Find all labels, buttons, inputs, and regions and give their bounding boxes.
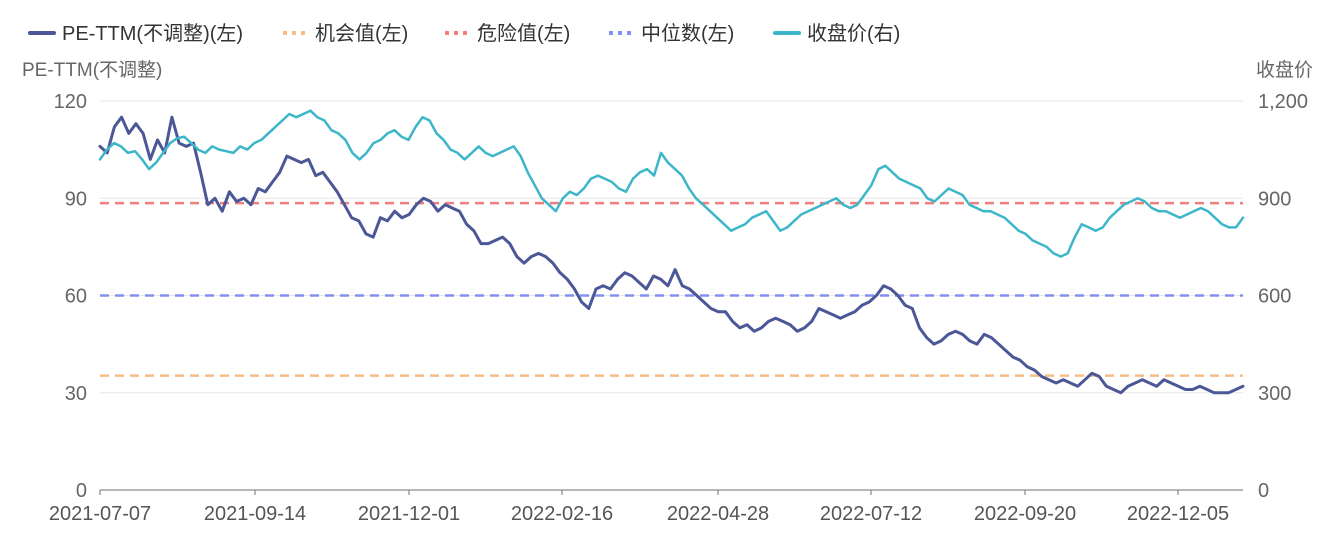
- legend-label: 中位数(左): [641, 22, 734, 45]
- legend-label: 机会值(左): [315, 22, 408, 45]
- x-tick-label: 2022-02-16: [511, 503, 613, 525]
- legend-item[interactable]: 收盘价(右): [773, 22, 900, 45]
- x-tick-label: 2021-12-01: [358, 503, 460, 525]
- y-right-tick-label: 600: [1258, 286, 1291, 308]
- x-tick-label: 2021-07-07: [49, 503, 151, 525]
- y-right-tick-label: 300: [1258, 383, 1291, 405]
- y-right-axis: 0 300 600 900 1,200: [1258, 91, 1308, 502]
- y-left-tick-label: 30: [65, 383, 87, 405]
- series-lines: [98, 109, 1245, 395]
- y-left-tick-label: 120: [54, 91, 87, 113]
- x-tick-label: 2022-12-05: [1127, 503, 1229, 525]
- y-left-axis: 0 30 60 90 120: [54, 91, 87, 502]
- x-tick-label: 2022-07-12: [820, 503, 922, 525]
- x-tick-label: 2022-09-20: [974, 503, 1076, 525]
- y-left-tick-label: 60: [65, 286, 87, 308]
- y-left-tick-label: 0: [76, 480, 87, 502]
- series-line: [98, 115, 1245, 395]
- legend-item[interactable]: PE-TTM(不调整)(左): [28, 22, 243, 45]
- y-right-tick-label: 900: [1258, 188, 1291, 210]
- y-right-axis-label: 收盘价: [1256, 59, 1313, 81]
- y-left-tick-label: 90: [65, 188, 87, 210]
- y-right-tick-label: 1,200: [1258, 91, 1308, 113]
- x-tick-label: 2021-09-14: [204, 503, 306, 525]
- series-line: [98, 109, 1245, 258]
- x-axis: 2021-07-07 2021-09-14 2021-12-01 2022-02-16…: [49, 490, 1229, 525]
- x-tick-label: 2022-04-28: [667, 503, 769, 525]
- legend-label: PE-TTM(不调整)(左): [62, 22, 243, 45]
- y-right-tick-label: 0: [1258, 480, 1269, 502]
- y-left-axis-label: PE-TTM(不调整): [22, 59, 162, 81]
- legend-item[interactable]: 危险值(左): [445, 22, 570, 45]
- legend-item[interactable]: 中位数(左): [609, 22, 734, 45]
- legend-item[interactable]: 机会值(左): [283, 22, 408, 45]
- legend-label: 危险值(左): [477, 22, 570, 45]
- reference-lines: [100, 201, 1243, 377]
- chart-legend[interactable]: PE-TTM(不调整)(左) 机会值(左) 危险值(左) 中位数(左) 收盘价(右): [28, 22, 900, 45]
- legend-label: 收盘价(右): [807, 22, 900, 45]
